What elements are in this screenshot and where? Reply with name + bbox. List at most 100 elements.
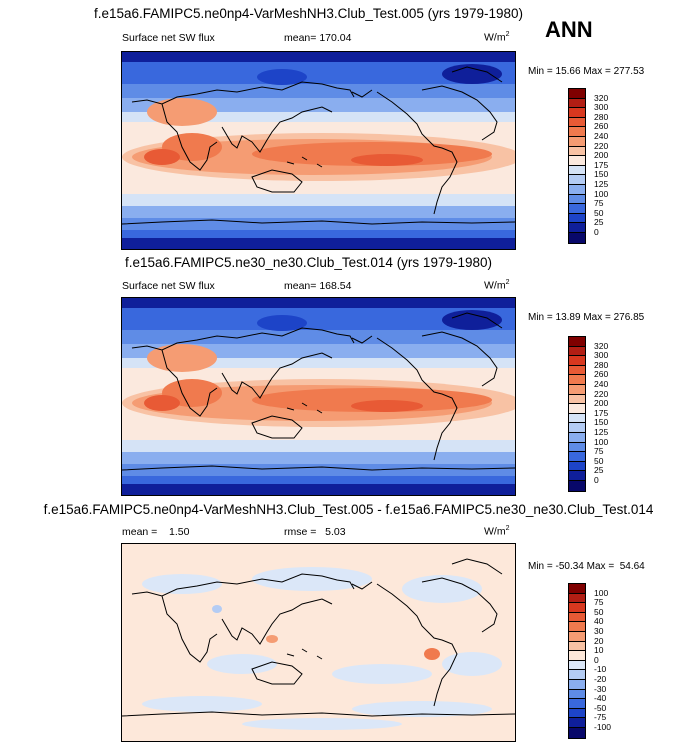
colorbar-swatch xyxy=(569,89,585,99)
colorbar-swatch xyxy=(569,480,585,491)
panel-1-map xyxy=(121,51,516,250)
colorbar-tick-label: 75 xyxy=(594,597,604,608)
colorbar-tick-label: 125 xyxy=(594,179,609,189)
colorbar-swatch xyxy=(569,727,585,738)
colorbar-swatch xyxy=(569,194,585,205)
colorbar-tick-label: 240 xyxy=(594,379,609,389)
colorbar-swatch xyxy=(569,184,585,195)
panel-1-title: f.e15a6.FAMIPC5.ne0np4-VarMeshNH3.Club_T… xyxy=(94,6,523,21)
panel-2-mean-label: mean= 168.54 xyxy=(284,280,352,292)
colorbar-swatch xyxy=(569,346,585,357)
colorbar-tick-label: -50 xyxy=(594,702,607,713)
colorbar-swatch xyxy=(569,108,585,118)
colorbar-tick-label: 320 xyxy=(594,92,609,103)
colorbar-swatch xyxy=(569,670,585,680)
colorbar-tick-label: 320 xyxy=(594,340,609,351)
colorbar-tick-label: -100 xyxy=(594,722,612,732)
colorbar-tick-label: 200 xyxy=(594,150,609,161)
colorbar-swatch xyxy=(569,232,585,243)
panel-3-title: f.e15a6.FAMIPC5.ne0np4-VarMeshNH3.Club_T… xyxy=(43,502,654,517)
colorbar-tick-label: 220 xyxy=(594,140,609,151)
panel-1-units-label: W/m2 xyxy=(484,31,510,44)
colorbar-swatch xyxy=(569,584,585,594)
colorbar-tick-label: 100 xyxy=(594,436,609,447)
colorbar-tick-label: 0 xyxy=(594,227,599,237)
panel-1-mean-label: mean= 170.04 xyxy=(284,32,352,44)
panel-3-colorbar xyxy=(568,583,586,739)
colorbar-swatch xyxy=(569,337,585,347)
colorbar-tick-label: 300 xyxy=(594,350,609,361)
colorbar-tick-label: 150 xyxy=(594,417,609,428)
colorbar-swatch xyxy=(569,651,585,661)
panel-1-min-max: Min = 15.66 Max = 277.53 xyxy=(528,66,645,77)
colorbar-swatch xyxy=(569,452,585,462)
colorbar-tick-label: -75 xyxy=(594,712,607,723)
colorbar-tick-label: -10 xyxy=(594,664,607,675)
colorbar-tick-label: 0 xyxy=(594,654,599,665)
colorbar-swatch xyxy=(569,442,585,453)
colorbar-tick-label: 280 xyxy=(594,359,609,370)
colorbar-tick-label: 150 xyxy=(594,169,609,180)
colorbar-tick-label: 280 xyxy=(594,111,609,122)
panel-3-mean-label: mean = 1.50 xyxy=(122,526,190,538)
colorbar-swatch xyxy=(569,423,585,433)
colorbar-tick-label: 50 xyxy=(594,455,604,466)
colorbar-tick-label: 175 xyxy=(594,159,609,170)
panel-2-map xyxy=(121,297,516,496)
colorbar-swatch xyxy=(569,156,585,166)
colorbar-tick-label: -20 xyxy=(594,674,607,684)
colorbar-swatch xyxy=(569,117,585,128)
colorbar-swatch xyxy=(569,365,585,376)
colorbar-swatch xyxy=(569,660,585,671)
panel-2-variable-label: Surface net SW flux xyxy=(122,280,215,292)
colorbar-swatch xyxy=(569,413,585,424)
colorbar-tick-label: 25 xyxy=(594,465,604,476)
colorbar-tick-label: 40 xyxy=(594,616,604,627)
colorbar-tick-label: 25 xyxy=(594,217,604,228)
colorbar-swatch xyxy=(569,375,585,385)
colorbar-tick-label: 100 xyxy=(594,188,609,199)
colorbar-swatch xyxy=(569,165,585,176)
colorbar-tick-label: 10 xyxy=(594,645,604,656)
colorbar-swatch xyxy=(569,622,585,632)
colorbar-tick-label: 200 xyxy=(594,398,609,409)
panel-3-min-max: Min = -50.34 Max = 54.64 xyxy=(528,561,645,572)
colorbar-swatch xyxy=(569,612,585,623)
colorbar-tick-label: -30 xyxy=(594,683,607,694)
colorbar-swatch xyxy=(569,718,585,728)
panel-3-units-label: W/m2 xyxy=(484,525,510,538)
colorbar-swatch xyxy=(569,593,585,604)
colorbar-swatch xyxy=(569,471,585,481)
season-label: ANN xyxy=(545,17,593,42)
panel-3-map xyxy=(121,543,516,742)
colorbar-swatch xyxy=(569,223,585,233)
colorbar-swatch xyxy=(569,98,585,109)
panel-1-variable-label: Surface net SW flux xyxy=(122,32,215,44)
colorbar-tick-label: 260 xyxy=(594,121,609,132)
colorbar-swatch xyxy=(569,204,585,214)
panel-2-title: f.e15a6.FAMIPC5.ne30_ne30.Club_Test.014 … xyxy=(125,255,492,270)
colorbar-swatch xyxy=(569,689,585,700)
colorbar-swatch xyxy=(569,356,585,366)
colorbar-swatch xyxy=(569,136,585,147)
colorbar-swatch xyxy=(569,213,585,224)
colorbar-swatch xyxy=(569,175,585,185)
panel-2-colorbar xyxy=(568,336,586,492)
colorbar-tick-label: 30 xyxy=(594,626,604,636)
colorbar-tick-label: 125 xyxy=(594,427,609,437)
colorbar-swatch xyxy=(569,631,585,642)
colorbar-swatch xyxy=(569,708,585,719)
colorbar-swatch xyxy=(569,641,585,652)
colorbar-tick-label: 75 xyxy=(594,446,604,457)
colorbar-tick-label: 260 xyxy=(594,369,609,380)
colorbar-tick-label: 240 xyxy=(594,131,609,141)
colorbar-swatch xyxy=(569,679,585,690)
colorbar-tick-label: 220 xyxy=(594,388,609,399)
colorbar-tick-label: 50 xyxy=(594,207,604,218)
colorbar-tick-label: 75 xyxy=(594,198,604,209)
colorbar-swatch xyxy=(569,127,585,137)
colorbar-tick-label: 20 xyxy=(594,635,604,646)
colorbar-tick-label: 175 xyxy=(594,407,609,418)
colorbar-swatch xyxy=(569,384,585,395)
colorbar-swatch xyxy=(569,461,585,472)
